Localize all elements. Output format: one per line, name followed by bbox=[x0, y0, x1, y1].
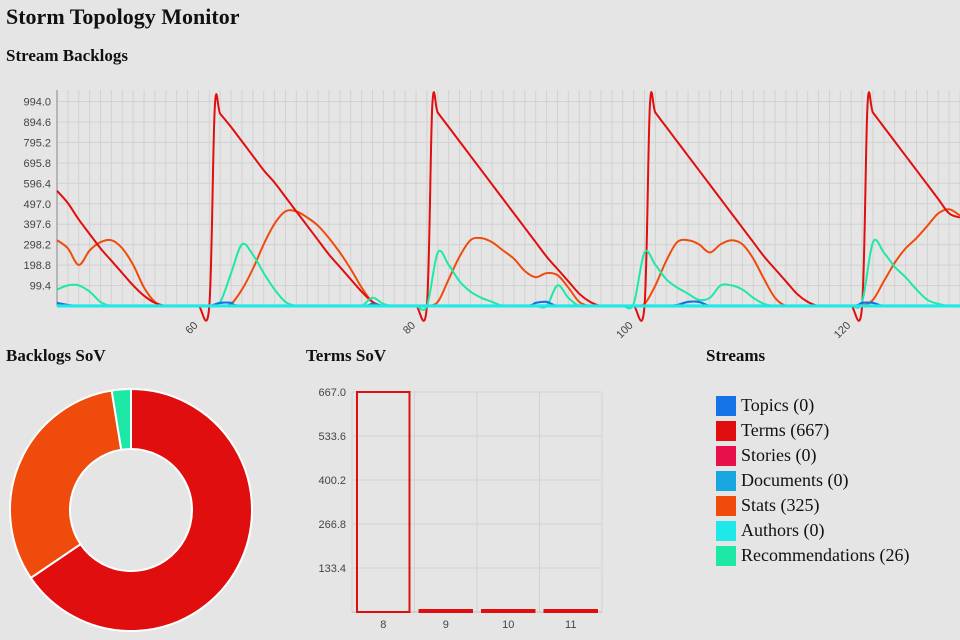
legend-item-stories: Stories (0) bbox=[716, 443, 909, 468]
y-tick-label: 133.4 bbox=[318, 563, 346, 575]
bar bbox=[481, 609, 536, 613]
legend-label: Recommendations (26) bbox=[741, 545, 910, 565]
x-tick-label: 9 bbox=[443, 619, 449, 631]
y-tick-label: 298.2 bbox=[23, 240, 51, 252]
x-tick-label: 60 bbox=[183, 320, 200, 337]
legend-item-recommendations: Recommendations (26) bbox=[716, 543, 909, 568]
legend-label: Topics (0) bbox=[741, 395, 815, 415]
x-tick-label: 10 bbox=[502, 619, 514, 631]
y-tick-label: 695.8 bbox=[23, 158, 51, 170]
legend-item-terms: Terms (667) bbox=[716, 418, 909, 443]
streams-legend: Topics (0) Terms (667) Stories (0) Docum… bbox=[716, 393, 909, 568]
y-tick-label: 596.4 bbox=[23, 178, 51, 190]
legend-item-authors: Authors (0) bbox=[716, 518, 909, 543]
y-tick-label: 667.0 bbox=[318, 387, 346, 399]
x-tick-label: 80 bbox=[401, 320, 418, 337]
terms-sov-chart: 667.0 533.6 400.2 266.8 133.4 8 9 10 11 bbox=[318, 387, 603, 631]
y-tick-label: 99.4 bbox=[30, 281, 51, 293]
legend-label: Documents (0) bbox=[741, 470, 849, 490]
x-tick-label: 100 bbox=[614, 320, 635, 341]
legend-swatch bbox=[716, 395, 736, 416]
pie-slice-stats bbox=[9, 389, 123, 580]
legend-label: Authors (0) bbox=[741, 520, 825, 540]
x-tick-label: 11 bbox=[565, 619, 576, 631]
legend-label: Terms (667) bbox=[741, 420, 830, 440]
legend-label: Stats (325) bbox=[741, 495, 820, 515]
legend-swatch bbox=[716, 470, 736, 491]
series-line-recommendations bbox=[56, 238, 960, 311]
line-chart-grid bbox=[56, 90, 960, 306]
legend-label: Stories (0) bbox=[741, 445, 817, 465]
backlogs-sov-title: Backlogs SoV bbox=[6, 346, 106, 365]
y-tick-label: 795.2 bbox=[23, 137, 51, 149]
terms-sov-title: Terms SoV bbox=[306, 346, 387, 365]
stream-backlogs-chart: 994.0 894.6 795.2 695.8 596.4 497.0 397.6 298.2… bbox=[23, 90, 960, 341]
y-tick-label: 400.2 bbox=[318, 475, 346, 487]
legend-item-documents: Documents (0) bbox=[716, 468, 909, 493]
app-title: Storm Topology Monitor bbox=[6, 4, 240, 29]
legend-swatch bbox=[716, 445, 736, 466]
legend-item-stats: Stats (325) bbox=[716, 493, 909, 518]
streams-legend-title: Streams bbox=[706, 346, 766, 365]
x-tick-label: 8 bbox=[380, 619, 386, 631]
backlogs-sov-chart bbox=[9, 387, 253, 632]
legend-swatch bbox=[716, 520, 736, 541]
y-tick-label: 994.0 bbox=[23, 97, 51, 109]
x-tick-label: 120 bbox=[832, 320, 853, 341]
legend-swatch bbox=[716, 545, 736, 566]
pie-slice-terms bbox=[29, 387, 253, 632]
bar bbox=[543, 609, 598, 613]
y-tick-label: 533.6 bbox=[318, 431, 346, 443]
pie-slice-recommendations bbox=[110, 387, 132, 451]
bar bbox=[418, 609, 473, 613]
legend-swatch bbox=[716, 420, 736, 441]
y-tick-label: 894.6 bbox=[23, 117, 51, 129]
bar bbox=[356, 391, 411, 613]
y-tick-label: 397.6 bbox=[23, 219, 51, 231]
legend-item-topics: Topics (0) bbox=[716, 393, 909, 418]
y-tick-label: 266.8 bbox=[318, 519, 346, 531]
y-tick-label: 497.0 bbox=[23, 199, 51, 211]
y-tick-label: 198.8 bbox=[23, 260, 51, 272]
legend-swatch bbox=[716, 495, 736, 516]
stream-backlogs-title: Stream Backlogs bbox=[6, 46, 128, 65]
series-line-terms bbox=[56, 91, 960, 322]
